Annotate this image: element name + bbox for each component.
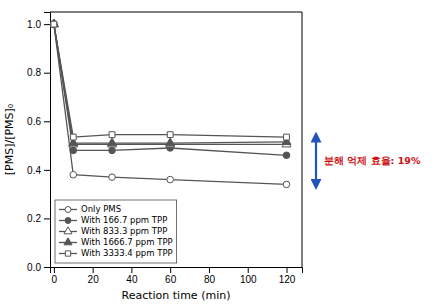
y-axis: 0.0 0.2 0.4 0.6 0.8 1.0 [27,13,50,273]
point [108,138,117,146]
frame [50,12,302,13]
frame [302,12,303,267]
point [166,138,175,146]
legend-box [55,200,177,263]
tick: 1.0 [27,19,50,30]
series-line [54,24,287,155]
point [167,176,174,183]
legend: Only PMSWith 166.7 ppm TPPWith 833.3 ppm… [55,200,177,263]
tick: 0.0 [27,262,50,273]
legend-label: With 3333.4 ppm TPP [81,248,173,258]
tick-mark [209,267,210,273]
point [109,147,116,154]
tick-mark [54,267,55,273]
point [70,134,76,140]
axis-line [44,13,51,268]
legend-marker [64,238,72,245]
legend-marker [65,218,71,224]
point [167,132,173,138]
tick-mark [93,267,94,273]
tick-mark [44,121,50,122]
tick: 80 [204,267,216,285]
series-line [54,24,287,137]
point [51,21,58,28]
y-axis-title: [PMS]/[PMS]₀ [3,103,16,175]
annotation-arrow [315,137,317,184]
legend-item: With 3333.4 ppm TPP [59,248,173,258]
tick: 120 [279,267,296,285]
legend-label: With 1666.7 ppm TPP [81,237,173,247]
tick-mark [44,24,50,25]
point [109,174,116,181]
tick: 40 [126,267,138,285]
legend-label: With 166.7 ppm TPP [81,215,167,225]
point [50,19,58,27]
tick-mark [44,218,50,219]
legend-item: Only PMS [59,204,121,214]
tick-label: 40 [126,274,138,285]
point [51,21,57,27]
point [283,152,290,159]
plot: 0 20 40 60 80 100 120 0.0 0.2 0.4 0.6 0.8 1.0 Only PM… [27,12,421,285]
tick-label: 0 [52,274,58,285]
legend-label: With 833.3 ppm TPP [81,226,167,236]
tick: 0.2 [27,213,50,224]
tick-mark [44,267,50,268]
tick: 0.8 [27,67,50,78]
tick: 0 [52,267,58,285]
tick: 0.6 [27,116,50,127]
point [109,132,115,138]
tick-mark [44,73,50,74]
tick-mark [44,170,50,171]
legend-item: With 833.3 ppm TPP [59,226,167,236]
tick-label: 0.2 [27,213,41,224]
chart: 0 20 40 60 80 100 120 0.0 0.2 0.4 0.6 0.8 1.0 Only PM… [0,0,434,305]
tick-mark [286,267,287,273]
tick-label: 0.0 [27,262,41,273]
point [50,19,58,27]
point [284,134,290,140]
legend-marker [65,207,71,213]
point [51,21,58,28]
tick: 100 [240,267,257,285]
tick-label: 100 [240,274,257,285]
tick-label: 0.4 [27,165,41,176]
tick-mark [248,267,249,273]
tick: 20 [88,267,100,285]
tick-mark [170,267,171,273]
series-line [54,24,287,184]
series-line [54,24,287,143]
annotation-text: 분해 억제 효율: 19% [324,155,421,166]
point [70,147,77,154]
tick-mark [131,267,132,273]
legend-marker [65,251,70,256]
x-axis: 0 20 40 60 80 100 120 [51,267,303,285]
legend-label: Only PMS [81,204,121,214]
tick-label: 60 [165,274,177,285]
tick-label: 20 [88,274,100,285]
legend-item: With 166.7 ppm TPP [59,215,167,225]
legend-item: With 1666.7 ppm TPP [59,237,173,247]
tick-label: 0.8 [27,67,41,78]
marks [50,19,291,188]
tick-label: 0.6 [27,116,41,127]
point [70,171,77,178]
legend-marker [64,227,72,234]
series-line [54,24,287,144]
tick-label: 1.0 [27,19,41,30]
tick-label: 80 [204,274,216,285]
tick: 0.4 [27,165,50,176]
axis-line [51,268,303,274]
tick: 60 [165,267,177,285]
point [283,181,290,188]
x-axis-title: Reaction time (min) [122,289,231,302]
tick-label: 120 [279,274,296,285]
